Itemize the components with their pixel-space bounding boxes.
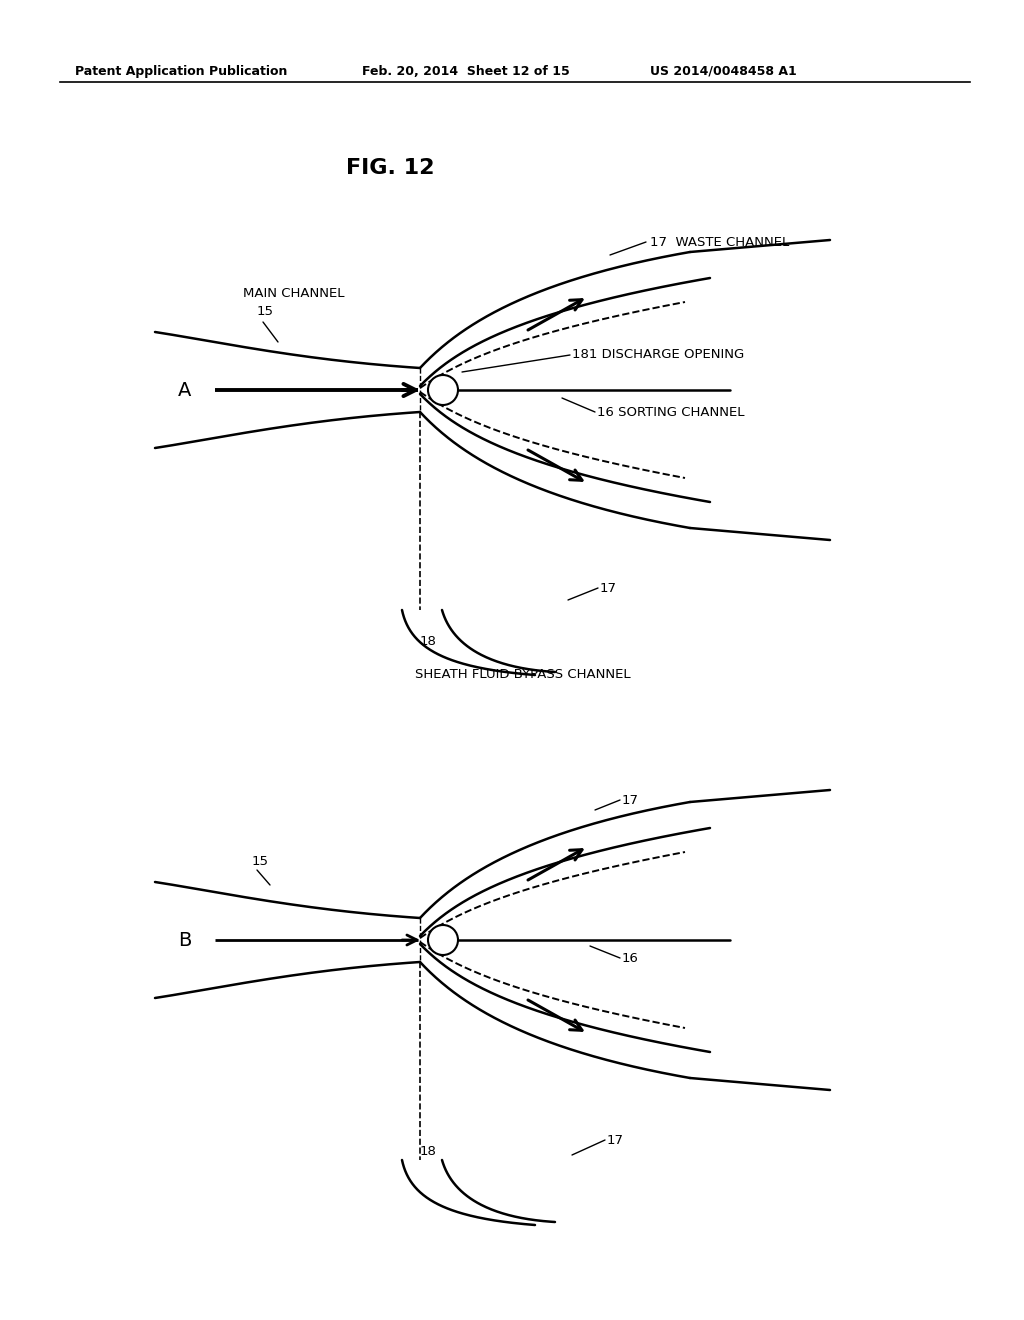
Text: SHEATH FLUID BYPASS CHANNEL: SHEATH FLUID BYPASS CHANNEL [415,668,631,681]
Circle shape [428,925,458,954]
Text: 17: 17 [622,793,639,807]
Text: 181 DISCHARGE OPENING: 181 DISCHARGE OPENING [572,348,744,362]
Text: 16 SORTING CHANNEL: 16 SORTING CHANNEL [597,405,744,418]
Text: 15: 15 [257,305,274,318]
Text: 16: 16 [622,952,639,965]
Text: Feb. 20, 2014  Sheet 12 of 15: Feb. 20, 2014 Sheet 12 of 15 [362,65,569,78]
Text: Patent Application Publication: Patent Application Publication [75,65,288,78]
Text: MAIN CHANNEL: MAIN CHANNEL [243,286,344,300]
Text: 18: 18 [420,1144,436,1158]
Text: B: B [178,931,191,949]
Text: A: A [178,380,191,400]
Text: 18: 18 [420,635,436,648]
Text: 15: 15 [252,855,269,869]
Text: 17: 17 [600,582,617,594]
Text: 17  WASTE CHANNEL: 17 WASTE CHANNEL [650,235,790,248]
Text: FIG. 12: FIG. 12 [346,158,434,178]
Text: US 2014/0048458 A1: US 2014/0048458 A1 [650,65,797,78]
Text: 17: 17 [607,1134,624,1147]
Circle shape [428,375,458,405]
